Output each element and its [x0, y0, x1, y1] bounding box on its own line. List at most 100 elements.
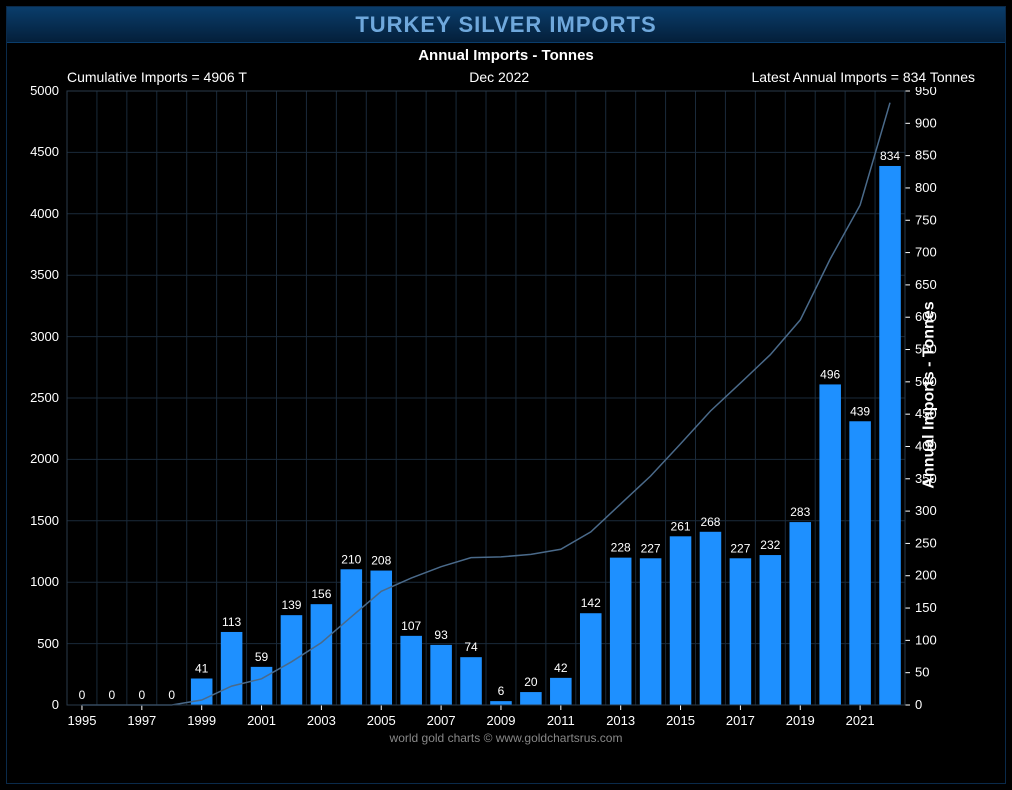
- bar: [430, 645, 452, 705]
- bar: [700, 532, 722, 705]
- bar: [311, 604, 333, 705]
- bar-label: 210: [341, 552, 361, 566]
- left-tick-label: 4000: [13, 206, 59, 221]
- info-date: Dec 2022: [469, 69, 529, 85]
- bars: 0 0 0 0 41 113 59 139 156 210 208 107 93 74 6 20 42 142 22…: [79, 149, 901, 705]
- x-tick-label: 2013: [606, 713, 635, 728]
- bar-label: 0: [109, 688, 116, 702]
- bar: [670, 536, 692, 705]
- bar-label: 227: [641, 541, 661, 555]
- bar-label: 6: [498, 684, 505, 698]
- left-tick-label: 2000: [13, 451, 59, 466]
- right-tick-label: 900: [915, 115, 937, 130]
- bar-label: 268: [700, 515, 720, 529]
- x-tick-label: 1999: [187, 713, 216, 728]
- right-tick-label: 50: [915, 665, 929, 680]
- bar-label: 261: [671, 519, 691, 533]
- x-tick-label: 2019: [786, 713, 815, 728]
- bar: [251, 667, 273, 705]
- right-tick-label: 200: [915, 568, 937, 583]
- x-tick-label: 2011: [547, 713, 575, 728]
- bar-label: 232: [760, 538, 780, 552]
- right-tick-label: 300: [915, 503, 937, 518]
- bar-label: 496: [820, 367, 840, 381]
- left-tick-label: 2500: [13, 390, 59, 405]
- left-tick-label: 3500: [13, 267, 59, 282]
- x-tick-label: 2005: [367, 713, 396, 728]
- bar-label: 227: [730, 541, 750, 555]
- bar: [849, 421, 871, 705]
- x-tick-label: 2003: [307, 713, 336, 728]
- right-tick-label: 100: [915, 632, 937, 647]
- x-tick-label: 2017: [726, 713, 755, 728]
- bar-label: 107: [401, 619, 421, 633]
- right-tick-label: 850: [915, 148, 937, 163]
- bar-label: 139: [281, 598, 301, 612]
- right-tick-label: 950: [915, 87, 937, 98]
- left-tick-label: 5000: [13, 83, 59, 98]
- right-tick-label: 250: [915, 535, 937, 550]
- bar: [879, 166, 901, 705]
- title-bar: TURKEY SILVER IMPORTS: [7, 7, 1005, 43]
- bar-label: 142: [581, 596, 601, 610]
- bar: [221, 632, 243, 705]
- bar-label: 439: [850, 404, 870, 418]
- right-tick-label: 750: [915, 212, 937, 227]
- bar-label: 834: [880, 149, 900, 163]
- bar-label: 228: [611, 541, 631, 555]
- right-tick-label: 0: [915, 697, 922, 712]
- bar-label: 20: [524, 675, 538, 689]
- bar-label: 0: [168, 688, 175, 702]
- bar: [460, 657, 482, 705]
- bar-label: 42: [554, 661, 568, 675]
- plot-area: 0501001502002503003504004505005506006507…: [63, 87, 949, 745]
- chart-footer: world gold charts © www.goldchartsrus.co…: [63, 731, 949, 745]
- x-tick-label: 2009: [487, 713, 516, 728]
- chart-container: TURKEY SILVER IMPORTS Annual Imports - T…: [6, 6, 1006, 784]
- chart-svg: 0501001502002503003504004505005506006507…: [63, 87, 949, 745]
- bar: [730, 558, 752, 705]
- right-tick-label: 150: [915, 600, 937, 615]
- bar: [760, 555, 782, 705]
- bar-label: 113: [222, 615, 241, 629]
- left-tick-label: 4500: [13, 144, 59, 159]
- x-tick-label: 2021: [846, 713, 875, 728]
- left-tick-label: 0: [13, 697, 59, 712]
- x-tick-label: 2015: [666, 713, 695, 728]
- bar-label: 156: [311, 587, 331, 601]
- bar: [520, 692, 542, 705]
- info-latest: Latest Annual Imports = 834 Tonnes: [751, 69, 975, 85]
- bar-label: 283: [790, 505, 810, 519]
- bar-label: 41: [195, 662, 209, 676]
- bar-label: 93: [434, 628, 448, 642]
- left-tick-label: 1000: [13, 574, 59, 589]
- left-tick-label: 1500: [13, 513, 59, 528]
- info-row: Cumulative Imports = 4906 T Dec 2022 Lat…: [67, 69, 975, 85]
- x-tick-label: 1997: [127, 713, 156, 728]
- x-tick-label: 2007: [427, 713, 456, 728]
- right-tick-label: 650: [915, 277, 937, 292]
- bar: [281, 615, 303, 705]
- bar: [400, 636, 422, 705]
- bar: [789, 522, 811, 705]
- bar-label: 0: [79, 688, 86, 702]
- bar: [580, 613, 602, 705]
- right-tick-label: 800: [915, 180, 937, 195]
- right-tick-label: 700: [915, 245, 937, 260]
- bar: [490, 701, 512, 705]
- right-axis-title: Annual Imports - Tonnes: [920, 301, 938, 488]
- chart-title: TURKEY SILVER IMPORTS: [355, 12, 656, 38]
- bar-label: 59: [255, 650, 269, 664]
- bar-label: 208: [371, 554, 391, 568]
- x-tick-label: 2001: [247, 713, 276, 728]
- bar: [610, 558, 632, 705]
- left-tick-label: 500: [13, 636, 59, 651]
- bar-label: 74: [464, 640, 478, 654]
- x-tick-label: 1995: [68, 713, 97, 728]
- bar: [640, 558, 662, 705]
- bar: [819, 384, 841, 705]
- bar: [550, 678, 572, 705]
- bar-label: 0: [138, 688, 145, 702]
- left-tick-label: 3000: [13, 329, 59, 344]
- bar: [341, 569, 363, 705]
